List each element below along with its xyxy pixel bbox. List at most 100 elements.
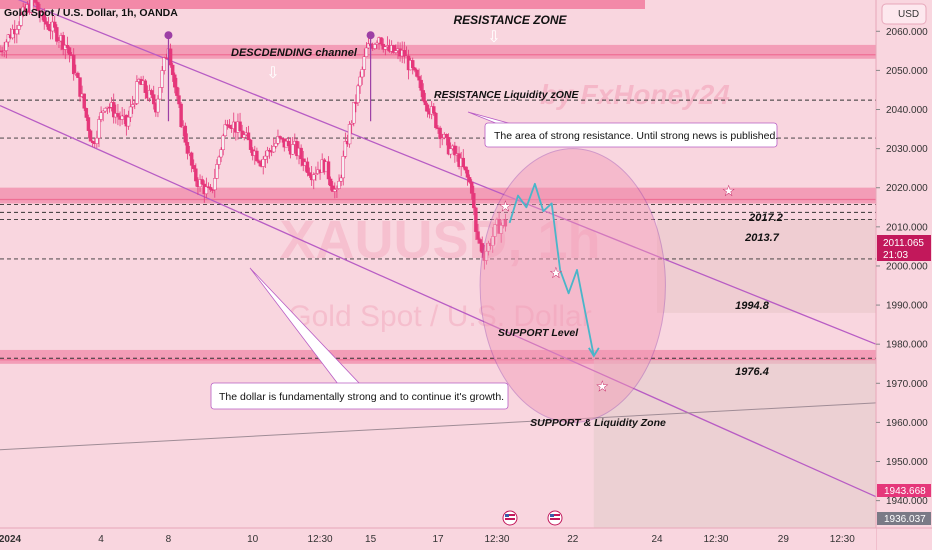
candle-body (76, 72, 80, 78)
event-flag-icon[interactable] (502, 510, 518, 526)
candle-body (272, 146, 276, 153)
y-tick-label: 1940.000 (886, 496, 928, 507)
candle-body (364, 47, 369, 57)
candle-body (474, 207, 478, 232)
candle-body (312, 174, 316, 181)
y-tick-label: 1990.000 (886, 301, 928, 312)
projection-ellipse (479, 148, 666, 423)
candle-body (392, 45, 396, 53)
candle-body (158, 87, 162, 100)
candle-body (133, 103, 137, 105)
star-icon: ★ (550, 265, 563, 281)
candle-body (164, 57, 169, 59)
pivot-dot (164, 31, 173, 40)
x-tick-label: 4 (98, 534, 104, 545)
candle-body (53, 21, 57, 28)
candle-body (307, 172, 312, 176)
candle-body (242, 134, 246, 138)
candle-body (432, 106, 436, 114)
candle-body (204, 186, 209, 195)
level-1994-label: 1994.8 (735, 300, 770, 312)
candle-body (341, 156, 345, 179)
level-2013-label: 2013.7 (744, 232, 780, 244)
candle-body (314, 173, 318, 175)
watermark-name: Gold Spot / U.S. Dollar (288, 300, 591, 333)
candle-body (82, 93, 86, 109)
y-tick-label: 2050.000 (886, 66, 928, 77)
candle-body (208, 187, 213, 190)
candle-body (503, 219, 508, 227)
target-area-upper (657, 219, 876, 313)
candle-body (356, 85, 360, 103)
candle-body (491, 236, 495, 246)
y-tick-label: 2060.000 (886, 27, 928, 38)
currency-button[interactable] (881, 3, 927, 25)
event-flag-icon[interactable] (547, 510, 563, 526)
candle-body (34, 0, 38, 3)
countdown: 21:03 (883, 250, 908, 261)
price-scale-background (876, 0, 932, 550)
candle-body (480, 243, 484, 253)
candle-body (36, 2, 40, 11)
support-level-label: SUPPORT Level (498, 327, 579, 339)
currency-button-label[interactable]: USD (898, 9, 919, 20)
candle-body (440, 137, 444, 140)
candle-body (493, 224, 497, 237)
candle-body (101, 110, 105, 113)
marks-layer: ★ ★ ★ ★ (164, 31, 735, 394)
x-tick-label: 29 (778, 534, 790, 545)
candle-body (192, 165, 196, 170)
candle-body (143, 80, 148, 93)
candles-layer (0, 0, 508, 270)
candle-body (465, 169, 470, 178)
candle-body (200, 179, 204, 185)
candle-body (17, 25, 21, 30)
candle-body (333, 189, 337, 192)
candle-body (175, 86, 179, 96)
candle-body (425, 104, 430, 112)
candle-body (347, 124, 352, 145)
candle-body (352, 102, 356, 124)
candle-body (15, 29, 19, 35)
candle-body (330, 185, 335, 192)
candle-body (116, 113, 120, 117)
symbol-title[interactable]: Gold Spot / U.S. Dollar, 1h, OANDA (4, 7, 178, 19)
candle-body (299, 147, 303, 160)
candle-body (257, 160, 261, 164)
candle-body (463, 166, 468, 171)
candle-body (349, 122, 354, 125)
y-axis: 1940.000 1950.000 1960.000 1970.000 1980.000… (876, 27, 928, 507)
projection-arrowhead (588, 347, 600, 358)
candle-body (2, 50, 6, 52)
candle-body (183, 125, 188, 143)
candle-body (111, 102, 116, 118)
candle-body (67, 47, 72, 55)
x-tick-label: 10 (247, 534, 259, 545)
candle-body (413, 67, 417, 71)
x-tick-label: 22 (567, 534, 579, 545)
candle-body (185, 142, 190, 154)
candle-body (57, 40, 61, 43)
candle-body (394, 50, 398, 53)
candle-body (415, 69, 419, 77)
candle-body (328, 178, 333, 187)
candle-body (84, 108, 89, 118)
candle-body (135, 81, 139, 104)
candle-body (223, 124, 228, 137)
x-tick-label: 12:30 (703, 534, 728, 545)
candle-body (339, 177, 343, 182)
descending-channel-arrow-icon: ⇩ (266, 65, 279, 82)
candle-body (44, 21, 49, 25)
watermark-symbol: XAUUSD, 1h (279, 210, 600, 270)
current-price-badge (877, 235, 931, 261)
candle-body (326, 161, 331, 180)
candle-body (160, 70, 164, 88)
y-tick-label: 1980.000 (886, 340, 928, 351)
candle-body (467, 177, 472, 183)
channel-layer (0, 0, 877, 498)
candle-body (19, 14, 23, 26)
x-axis: 2024 4 8 10 12:30 15 17 12:30 22 24 12:30 29 12:30 (0, 534, 855, 545)
candle-body (379, 37, 383, 45)
low-price-badge-2 (877, 512, 931, 525)
